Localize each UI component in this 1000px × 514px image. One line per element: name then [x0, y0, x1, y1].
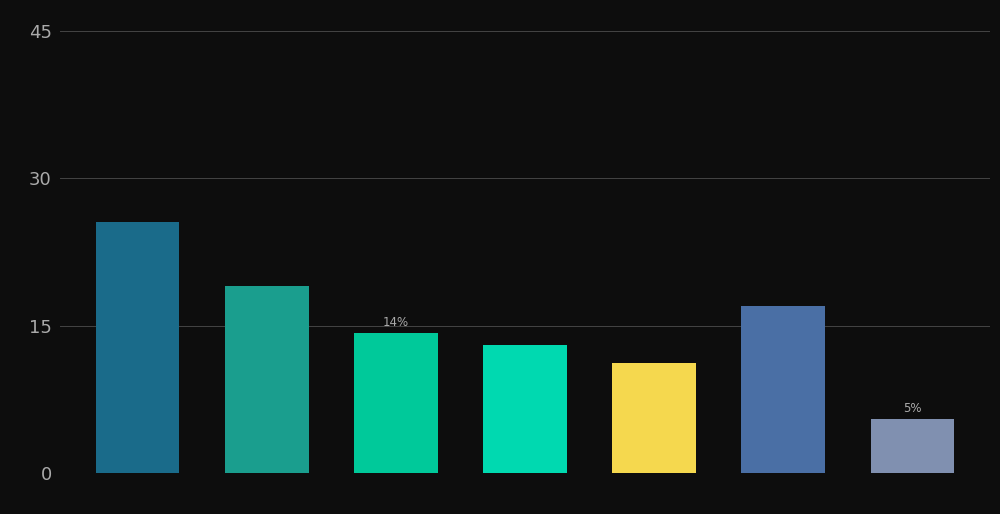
Bar — [741, 306, 825, 473]
Bar — [612, 363, 696, 473]
Text: 14%: 14% — [383, 317, 409, 329]
Bar — [96, 223, 179, 473]
Bar — [871, 419, 954, 473]
Text: 5%: 5% — [903, 402, 922, 415]
Bar — [225, 286, 309, 473]
Bar — [483, 345, 567, 473]
Bar — [354, 334, 438, 473]
